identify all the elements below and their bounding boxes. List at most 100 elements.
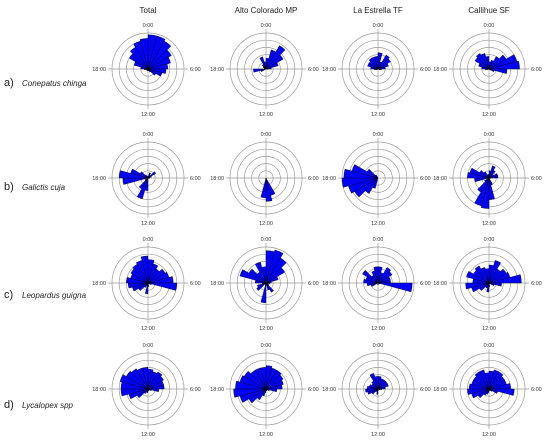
- rose-panel-b-callihue: 0:00 12:00 6:00 18:00: [433, 132, 541, 227]
- rose-panel-a-la-estrella: 0:00 12:00 6:00 18:00: [322, 23, 430, 118]
- hour-label-right: 6:00: [190, 281, 201, 287]
- hour-label-bottom: 12:00: [482, 221, 496, 227]
- rose-wedge: [485, 56, 490, 70]
- hour-label-right: 6:00: [308, 281, 319, 287]
- rose-wedge: [265, 384, 283, 390]
- rose-wedge: [265, 249, 284, 284]
- row-label-c: c) Leopardus guigna: [4, 289, 87, 301]
- rose-wedge: [484, 372, 490, 390]
- rose-wedge: [488, 68, 491, 71]
- hour-label-bottom: 12:00: [371, 432, 385, 438]
- row-label-b: b) Galictis cuja: [4, 181, 66, 193]
- hour-label-top: 0:00: [373, 23, 384, 29]
- rose-wedge: [243, 370, 267, 390]
- rose-wedge: [147, 375, 164, 390]
- rose-wedge: [377, 66, 386, 70]
- hour-label-top: 0:00: [373, 132, 384, 138]
- rose-wedge: [377, 58, 391, 70]
- rose-wedge: [265, 281, 272, 284]
- hour-label-left: 18:00: [433, 387, 447, 393]
- hour-label-bottom: 12:00: [259, 221, 273, 227]
- hour-label-top: 0:00: [261, 23, 272, 29]
- row-species: Leopardus guigna: [22, 291, 87, 300]
- rose-wedge: [488, 274, 522, 284]
- hour-label-left: 18:00: [210, 176, 224, 182]
- rose-wedge: [488, 371, 504, 390]
- row-species: Lycalopex spp: [22, 401, 74, 410]
- rose-wedge: [139, 38, 149, 70]
- row-label-a: a) Conepatus chinga: [4, 77, 87, 89]
- rose-wedge: [130, 168, 149, 179]
- rose-wedge: [467, 388, 490, 395]
- column-header-alto-colorado: Alto Colorado MP: [235, 6, 298, 15]
- rose-wedge: [480, 53, 490, 70]
- hour-label-top: 0:00: [484, 237, 495, 243]
- hour-label-left: 18:00: [210, 67, 224, 73]
- rose-wedge: [233, 388, 267, 398]
- hour-label-top: 0:00: [484, 23, 495, 29]
- rose-wedge: [265, 67, 272, 70]
- rose-wedge: [265, 267, 285, 284]
- rose-wedge: [362, 269, 379, 284]
- rose-wedge: [147, 57, 171, 70]
- rose-wedge: [485, 268, 490, 284]
- rose-wedge: [144, 177, 149, 181]
- rose-wedge: [265, 62, 279, 70]
- rose-wedge: [260, 282, 267, 304]
- hour-label-left: 18:00: [433, 176, 447, 182]
- rose-wedge: [374, 376, 379, 390]
- rose-wedge: [147, 49, 172, 70]
- rose-panel-c-alto-colorado: 0:00 12:00 6:00 18:00: [210, 237, 318, 332]
- row-letter: a): [4, 77, 14, 89]
- rose-wedge: [479, 170, 490, 179]
- rose-wedge: [369, 373, 379, 390]
- hour-label-bottom: 12:00: [482, 112, 496, 118]
- rose-wedge: [260, 367, 267, 390]
- column-header-total: Total: [140, 6, 157, 15]
- rose-wedge: [488, 60, 520, 70]
- rose-panel-c-total: 0:00 12:00 6:00 18:00: [92, 237, 200, 332]
- rose-wedge: [265, 282, 270, 291]
- rose-wedge: [256, 282, 267, 291]
- rose-wedge: [261, 266, 267, 284]
- hour-label-left: 18:00: [92, 387, 106, 393]
- rose-panel-c-la-estrella: 0:00 12:00 6:00 18:00: [322, 237, 430, 332]
- rose-wedge: [119, 374, 149, 390]
- rose-wedge: [265, 54, 284, 70]
- rose-wedge: [265, 257, 287, 284]
- rose-wedge: [147, 263, 159, 284]
- hour-label-right: 6:00: [308, 176, 319, 182]
- hour-label-right: 6:00: [190, 387, 201, 393]
- hour-label-bottom: 12:00: [371, 221, 385, 227]
- rose-panel-a-callihue: 0:00 12:00 6:00 18:00: [433, 23, 541, 118]
- rose-wedge: [239, 375, 267, 390]
- rose-wedge: [488, 169, 496, 179]
- rose-wedge: [351, 164, 379, 179]
- hour-label-left: 18:00: [322, 387, 336, 393]
- hour-label-left: 18:00: [210, 387, 224, 393]
- hour-label-left: 18:00: [92, 176, 106, 182]
- rose-wedge: [377, 267, 392, 284]
- hour-label-bottom: 12:00: [141, 221, 155, 227]
- rose-panel-d-total: 0:00 12:00 6:00 18:00: [92, 343, 200, 438]
- rose-wedge: [239, 269, 267, 284]
- rose-panels: 0:0012:006:0018:000:0012:006:0018:000:00…: [92, 23, 541, 438]
- hour-label-left: 18:00: [433, 67, 447, 73]
- hour-label-right: 6:00: [420, 176, 431, 182]
- rose-wedge: [260, 177, 267, 199]
- rose-wedge: [125, 370, 149, 390]
- column-header-la-estrella: La Estrella TF: [353, 6, 403, 15]
- rose-wedge: [477, 177, 490, 193]
- rose-wedge: [366, 168, 379, 179]
- rose-wedge: [377, 54, 390, 70]
- row-species: Conepatus chinga: [22, 79, 87, 88]
- hour-label-top: 0:00: [484, 343, 495, 349]
- hour-label-right: 6:00: [308, 387, 319, 393]
- rose-wedge: [147, 68, 157, 76]
- rose-wedge: [487, 174, 490, 179]
- rose-wedge: [483, 171, 490, 179]
- hour-label-bottom: 12:00: [371, 326, 385, 332]
- rose-wedge: [142, 367, 149, 390]
- rose-panel-d-la-estrella: 0:00 12:00 6:00 18:00: [322, 343, 430, 438]
